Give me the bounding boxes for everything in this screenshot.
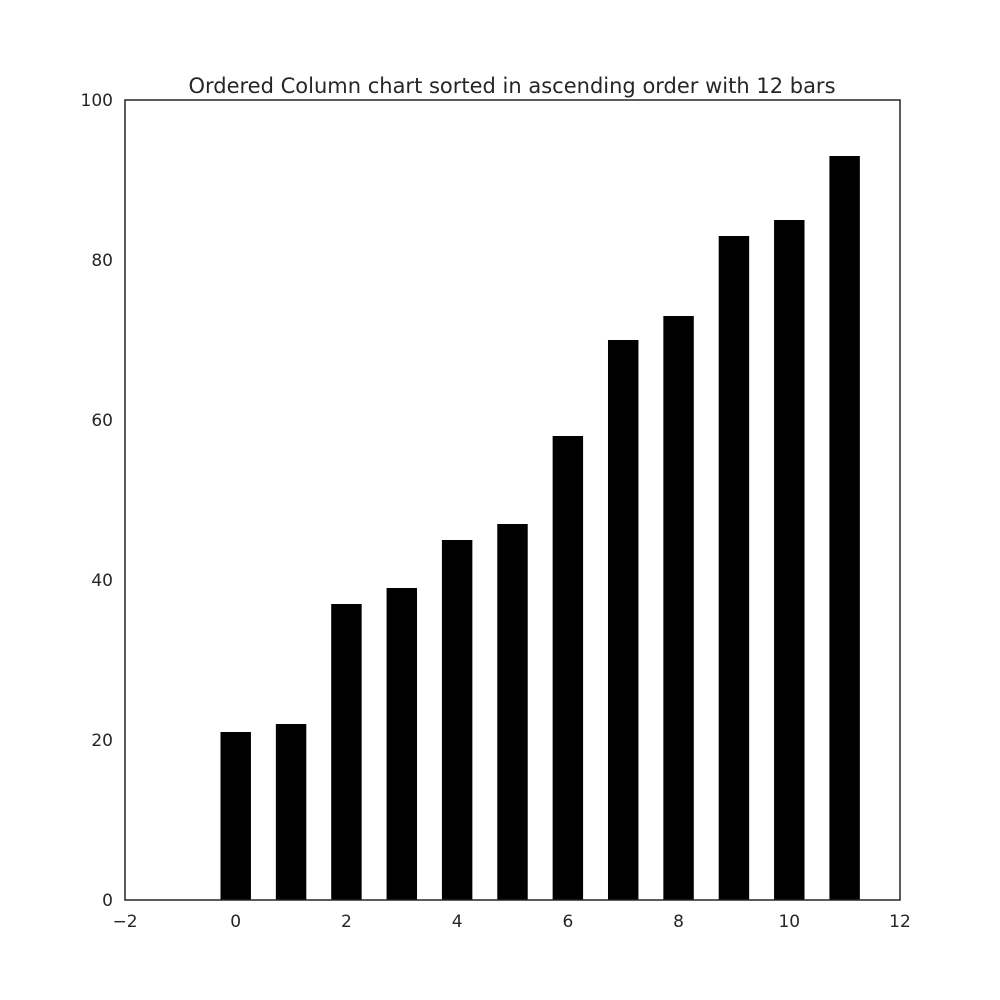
bar-3 [386,588,418,900]
x-tick-label: −2 [112,912,137,932]
x-tick-label: 10 [778,912,800,932]
x-tick-label: 0 [230,912,241,932]
y-tick-label: 60 [91,411,113,431]
bar-8 [663,316,694,900]
x-tick-label: 4 [452,912,463,932]
y-axis-ticks: 0 20 40 60 80 100 [81,91,113,911]
bar-2 [331,604,362,900]
y-tick-label: 80 [91,251,113,271]
bar-6 [552,436,584,900]
bar-11 [829,156,860,900]
x-tick-label: 2 [341,912,352,932]
y-tick-label: 100 [81,91,113,111]
x-tick-label: 12 [889,912,911,932]
bars-group [220,156,860,900]
bar-4 [441,540,473,900]
y-tick-label: 0 [102,891,113,911]
bar-1 [275,724,307,900]
bar-7 [607,340,639,900]
chart-title: Ordered Column chart sorted in ascending… [188,74,835,98]
bar-9 [718,236,750,900]
plot-area-frame [124,99,901,901]
x-axis-ticks: −2 0 2 4 6 8 10 12 [112,912,910,932]
y-tick-label: 20 [91,731,113,751]
y-tick-label: 40 [91,571,113,591]
bar-0 [220,732,251,900]
bar-5 [497,524,528,900]
x-tick-label: 8 [673,912,684,932]
bar-10 [774,220,805,900]
x-tick-label: 6 [562,912,573,932]
